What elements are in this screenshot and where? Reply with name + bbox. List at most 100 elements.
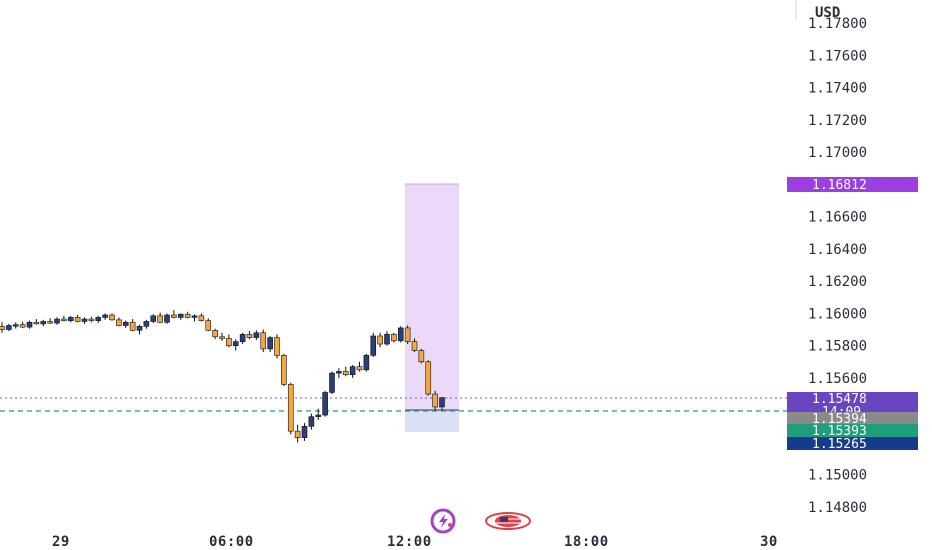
candles-layer [0, 310, 445, 443]
candle [432, 390, 438, 411]
candle-body [164, 314, 170, 323]
candle [171, 310, 177, 319]
price-tick-label: 1.17200 [808, 113, 867, 129]
candle-body [136, 326, 143, 331]
candle-body [150, 315, 157, 322]
candle-body [177, 313, 184, 318]
candle-body [40, 321, 47, 325]
candle [205, 318, 212, 332]
candle [418, 348, 425, 364]
price-tick-label: 1.17600 [808, 48, 867, 64]
candle-body [102, 314, 108, 318]
price-tick-label: 1.16600 [808, 210, 867, 226]
candle [246, 331, 253, 340]
candle [356, 361, 363, 372]
candle [81, 317, 88, 324]
candle [239, 332, 246, 345]
candle [95, 315, 102, 324]
time-tick-label: 06:00 [209, 534, 254, 550]
price-axis[interactable]: USD 1.178001.176001.174001.172001.170001… [795, 0, 867, 516]
candle-body [308, 416, 315, 427]
candle [157, 312, 163, 324]
price-tick-label: 1.17400 [808, 81, 867, 97]
candle [232, 339, 239, 351]
candle-body [384, 334, 390, 345]
candle [315, 408, 322, 420]
bid-price-label: 1.15393 [812, 424, 867, 439]
candle [253, 330, 260, 341]
candle-body [267, 337, 273, 350]
candle-body [81, 318, 88, 322]
candle [47, 318, 53, 324]
price-tick-label: 1.16000 [808, 306, 867, 322]
candle-body [260, 332, 267, 350]
candle-body [239, 334, 246, 342]
candle-body [61, 318, 67, 321]
candle [322, 390, 328, 417]
candle [294, 424, 301, 443]
candle-body [281, 355, 287, 385]
candle [363, 353, 370, 372]
stop-zone[interactable] [405, 410, 459, 432]
candle [425, 360, 432, 396]
price-tick-label: 1.17000 [808, 145, 867, 161]
target-zone[interactable] [405, 184, 459, 410]
candle [122, 320, 129, 328]
price-ticks: 1.17800 1.17600 1.17400 1.17200 1.17000 1.166… [808, 16, 867, 516]
candle-body [19, 324, 26, 328]
candle-body [425, 361, 432, 395]
price-tags: 1.16812 1.15478 14:09 1.15394 1.15393 1.… [787, 177, 918, 452]
lightning-icon[interactable] [430, 508, 456, 534]
candle [308, 413, 315, 430]
candle [281, 353, 287, 386]
candle [391, 332, 397, 343]
price-tick-label: 1.15000 [808, 468, 867, 484]
candle-body [12, 324, 19, 327]
time-tick-label: 18:00 [564, 534, 609, 550]
candle [6, 323, 12, 332]
candle-body [274, 337, 280, 356]
candle-body [232, 341, 239, 346]
candle-body [171, 314, 177, 318]
candle [61, 315, 67, 322]
time-tick-label: 12:00 [387, 534, 432, 550]
candle-body [109, 314, 115, 321]
candle-body [226, 338, 232, 346]
candle-body [336, 371, 342, 374]
current-price-label: 1.15478 [812, 392, 867, 407]
candle-body [157, 315, 163, 323]
us-flag-icon[interactable] [485, 512, 531, 530]
price-tick-label: 1.16400 [808, 242, 867, 258]
candle-body [315, 414, 322, 417]
candle-body [184, 313, 191, 318]
position-tool[interactable] [405, 183, 459, 432]
candle-body [26, 321, 33, 328]
target-price-tag [787, 177, 918, 192]
currency-label: USD [815, 5, 840, 21]
candle [184, 311, 191, 319]
candle [67, 315, 74, 323]
target-price-label: 1.16812 [812, 178, 867, 193]
candle-body [88, 318, 95, 321]
time-tick-label: 30 [760, 534, 778, 550]
candle-body [143, 321, 150, 327]
candle-body [363, 355, 370, 371]
candle-body [33, 321, 40, 325]
price-tick-label: 1.16200 [808, 274, 867, 290]
candle-body [219, 336, 225, 339]
candle [150, 314, 157, 324]
price-tick-label: 1.15800 [808, 339, 867, 355]
candle [26, 320, 33, 329]
candle-body [191, 315, 198, 318]
candle [377, 332, 383, 348]
bid-price-tag [787, 424, 918, 437]
candle-body [418, 350, 425, 363]
candle [33, 319, 40, 325]
candle-body [116, 319, 122, 326]
time-axis[interactable]: 29 06:00 12:00 18:00 30 [52, 534, 778, 550]
candle [102, 313, 108, 320]
candle [40, 319, 47, 327]
candle [116, 317, 122, 327]
